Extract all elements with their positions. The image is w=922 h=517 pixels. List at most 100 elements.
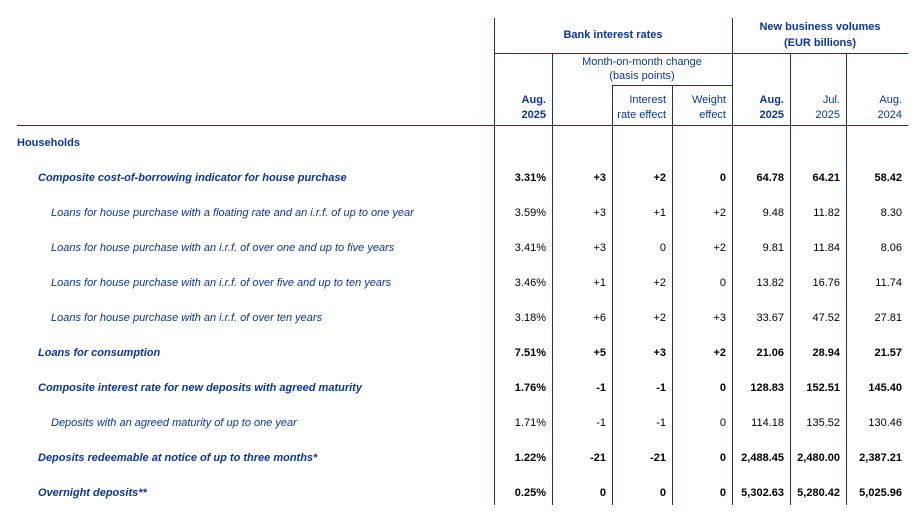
cell-volume-aug-2025: 9.81 xyxy=(762,241,784,254)
divider-under-group-headers xyxy=(494,53,908,54)
cell-interest-rate-effect: +1 xyxy=(653,206,666,219)
cell-volume-jul-2025: 11.84 xyxy=(813,241,840,254)
cell-bank-rate: 3.18% xyxy=(514,311,546,324)
row-label: Loans for house purchase with a floating… xyxy=(51,206,414,219)
cell-bank-rate: 1.71% xyxy=(514,416,546,429)
row-label: Overnight deposits** xyxy=(38,486,147,499)
cell-weight-effect: 0 xyxy=(719,451,726,464)
column-header-volume-aug-2025: Aug. 2025 xyxy=(759,94,784,121)
divider-left-rates xyxy=(494,18,495,505)
cell-mom-change: +3 xyxy=(593,241,606,254)
table-row: Loans for consumption 7.51% +5 +3 +2 21.… xyxy=(0,335,908,370)
cell-mom-change: +5 xyxy=(593,346,606,359)
cell-mom-change: -1 xyxy=(596,381,606,394)
column-header-volume-aug-2024: Aug. 2024 xyxy=(877,94,902,121)
cell-weight-effect: 0 xyxy=(719,416,726,429)
cell-interest-rate-effect: 0 xyxy=(659,486,666,499)
month-on-month-change-line1: Month-on-month change xyxy=(582,56,702,68)
cell-volume-aug-2024: 21.57 xyxy=(874,346,902,359)
row-label: Loans for consumption xyxy=(38,346,161,359)
cell-volume-jul-2025: 152.51 xyxy=(806,381,840,394)
cell-weight-effect: +2 xyxy=(713,206,726,219)
cell-mom-change: -21 xyxy=(590,451,606,464)
cell-volume-aug-2025: 114.18 xyxy=(751,416,784,429)
cell-volume-aug-2025: 5,302.63 xyxy=(741,486,784,499)
cell-bank-rate: 3.46% xyxy=(514,276,546,289)
column-header-rate-aug-2025: Aug. 2025 xyxy=(521,94,546,121)
cell-volume-aug-2024: 8.30 xyxy=(880,206,902,219)
cell-volume-aug-2024: 5,025.96 xyxy=(859,486,902,499)
table-row: Composite interest rate for new deposits… xyxy=(0,370,908,405)
divider-mom-column xyxy=(552,53,553,505)
cell-volume-aug-2025: 33.67 xyxy=(756,311,784,324)
cell-bank-rate: 1.76% xyxy=(514,381,546,394)
cell-mom-change: +6 xyxy=(593,311,606,324)
column-header-volume-jul-2025: Jul. 2025 xyxy=(815,94,840,121)
row-label: Composite cost-of-borrowing indicator fo… xyxy=(38,171,347,184)
cell-weight-effect: 0 xyxy=(719,381,726,394)
cell-volume-jul-2025: 2,480.00 xyxy=(797,451,840,464)
cell-volume-aug-2024: 58.42 xyxy=(874,171,902,184)
column-header-weight-effect: Weight effect xyxy=(691,94,726,121)
month-on-month-change-header: Month-on-month change (basis points) xyxy=(552,55,732,83)
cell-mom-change: 0 xyxy=(599,486,606,499)
cell-volume-jul-2025: 11.82 xyxy=(813,206,840,219)
table-row: Composite cost-of-borrowing indicator fo… xyxy=(0,160,908,195)
table-row: Loans for house purchase with an i.r.f. … xyxy=(0,230,908,265)
cell-mom-change: +3 xyxy=(593,206,606,219)
cell-volume-aug-2025: 128.83 xyxy=(750,381,784,394)
row-label: Loans for house purchase with an i.r.f. … xyxy=(51,276,392,289)
cell-weight-effect: 0 xyxy=(719,171,726,184)
table-row: Overnight deposits** 0.25% 0 0 0 5,302.6… xyxy=(0,475,908,510)
section-row-households: Households xyxy=(0,125,908,160)
cell-bank-rate: 7.51% xyxy=(514,346,546,359)
row-label: Deposits with an agreed maturity of up t… xyxy=(51,416,297,429)
bank-interest-rates-header: Bank interest rates xyxy=(563,29,663,41)
cell-interest-rate-effect: +2 xyxy=(653,311,666,324)
row-label: Composite interest rate for new deposits… xyxy=(38,381,362,394)
cell-weight-effect: 0 xyxy=(719,276,726,289)
cell-interest-rate-effect: -1 xyxy=(656,381,666,394)
cell-mom-change: +3 xyxy=(593,171,606,184)
table-row: Deposits with an agreed maturity of up t… xyxy=(0,405,908,440)
column-header-interest-rate-effect: Interest rate effect xyxy=(617,94,666,121)
cell-volume-jul-2025: 5,280.42 xyxy=(797,486,840,499)
cell-volume-aug-2025: 2,488.45 xyxy=(741,451,784,464)
cell-mom-change: -1 xyxy=(596,416,606,429)
cell-volume-aug-2025: 64.78 xyxy=(756,171,784,184)
row-label: Deposits redeemable at notice of up to t… xyxy=(38,451,318,464)
cell-volume-aug-2024: 27.81 xyxy=(874,311,902,324)
table-row: Loans for house purchase with an i.r.f. … xyxy=(0,265,908,300)
cell-bank-rate: 3.31% xyxy=(514,171,546,184)
cell-interest-rate-effect: 0 xyxy=(659,241,666,254)
cell-volume-aug-2025: 9.48 xyxy=(762,206,784,219)
divider-weight-effect xyxy=(672,85,673,505)
divider-jul-2025 xyxy=(790,53,791,505)
divider-header-bottom xyxy=(17,125,908,126)
cell-weight-effect: 0 xyxy=(719,486,726,499)
new-business-volumes-line2: (EUR billions) xyxy=(783,37,857,49)
cell-volume-aug-2024: 2,387.21 xyxy=(859,451,902,464)
month-on-month-change-line2: (basis points) xyxy=(609,70,675,82)
cell-volume-jul-2025: 47.52 xyxy=(812,311,840,324)
new-business-volumes-line1: New business volumes xyxy=(759,21,881,33)
table-row: Deposits redeemable at notice of up to t… xyxy=(0,440,908,475)
cell-interest-rate-effect: +2 xyxy=(653,276,666,289)
cell-mom-change: +1 xyxy=(593,276,606,289)
cell-interest-rate-effect: +2 xyxy=(653,171,666,184)
cell-volume-jul-2025: 135.52 xyxy=(806,416,840,429)
divider-aug-2024 xyxy=(846,53,847,505)
new-business-volumes-header: New business volumes (EUR billions) xyxy=(732,19,908,51)
cell-volume-aug-2025: 13.82 xyxy=(756,276,784,289)
cell-volume-jul-2025: 16.76 xyxy=(812,276,840,289)
cell-weight-effect: +2 xyxy=(713,241,726,254)
section-title: Households xyxy=(17,136,80,149)
table-body: Households Composite cost-of-borrowing i… xyxy=(0,125,908,510)
cell-volume-aug-2024: 11.74 xyxy=(875,276,902,289)
cell-bank-rate: 1.22% xyxy=(514,451,546,464)
cell-volume-jul-2025: 28.94 xyxy=(812,346,840,359)
divider-volumes-group xyxy=(732,18,733,505)
cell-volume-jul-2025: 64.21 xyxy=(812,171,840,184)
cell-bank-rate: 3.59% xyxy=(514,206,546,219)
